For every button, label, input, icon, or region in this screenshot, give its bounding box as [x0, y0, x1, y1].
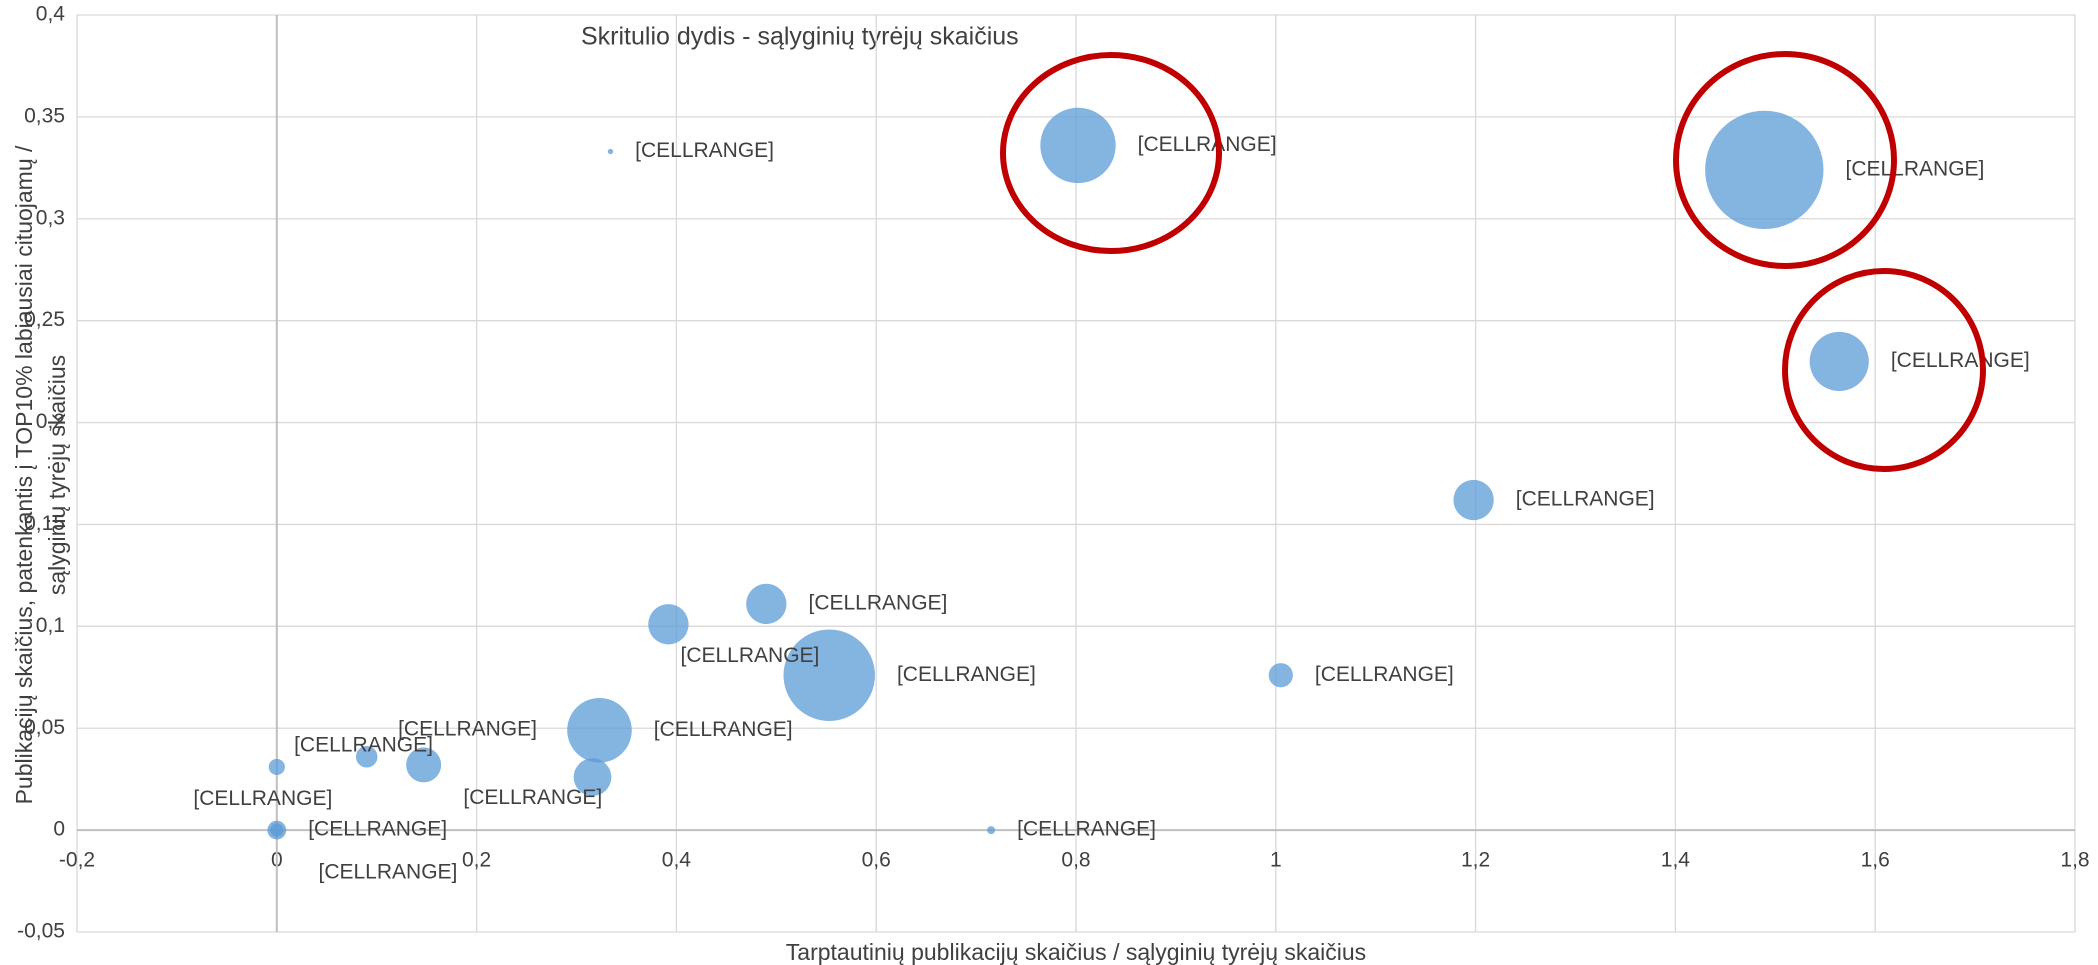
- bubble: [783, 629, 875, 721]
- bubble: [406, 747, 442, 783]
- y-axis-title: sąlyginių tyrėjų skaičius: [44, 355, 70, 595]
- y-tick-label: 0,4: [36, 3, 66, 26]
- bubble: [1268, 663, 1293, 688]
- highlight-circle: [1673, 51, 1897, 269]
- data-label: [CELLRANGE]: [1138, 133, 1277, 156]
- x-tick-label: -0,2: [59, 849, 95, 872]
- annotations: [1000, 51, 1986, 472]
- x-tick-label: 1,6: [1861, 849, 1890, 872]
- data-label: [CELLRANGE]: [398, 717, 537, 740]
- data-label: [CELLRANGE]: [681, 644, 820, 667]
- y-tick-label: 0: [53, 818, 65, 841]
- x-tick-label: 1,4: [1661, 849, 1691, 872]
- y-tick-label: 0,35: [24, 104, 65, 127]
- y-tick-label: 0,05: [24, 716, 65, 739]
- bubble: [1705, 110, 1824, 230]
- y-axis-title: Publikacijų skaičius, patenkantis į TOP1…: [11, 145, 37, 804]
- bubble: [355, 745, 378, 768]
- y-tick-label: 0,3: [36, 206, 65, 229]
- x-tick-label: 1,8: [2060, 849, 2089, 872]
- data-label: [CELLRANGE]: [294, 734, 433, 757]
- x-tick-label: 0,8: [1061, 849, 1090, 872]
- bubble: [268, 758, 285, 776]
- y-tick-label: 0,15: [24, 512, 65, 535]
- bubble: [270, 823, 284, 837]
- data-label: [CELLRANGE]: [318, 861, 457, 884]
- data-label: [CELLRANGE]: [1891, 349, 2030, 372]
- data-label: [CELLRANGE]: [808, 591, 947, 614]
- x-tick-label: 1,2: [1461, 849, 1490, 872]
- data-label: [CELLRANGE]: [463, 786, 602, 809]
- highlight-circle: [1782, 268, 1986, 472]
- x-tick-label: 0,4: [662, 849, 692, 872]
- plot: -0,0500,050,10,150,20,250,30,350,4-0,200…: [17, 3, 2089, 943]
- bubble: [648, 604, 689, 645]
- x-tick-label: 0,6: [862, 849, 891, 872]
- data-label: [CELLRANGE]: [1516, 488, 1655, 511]
- data-label: [CELLRANGE]: [1845, 157, 1984, 180]
- bubble: [1809, 331, 1869, 392]
- data-label: [CELLRANGE]: [1017, 818, 1156, 841]
- y-tick-label: 0,1: [36, 614, 65, 637]
- data-label: [CELLRANGE]: [308, 818, 447, 841]
- bubble: [1453, 479, 1494, 521]
- data-label: [CELLRANGE]: [635, 139, 774, 162]
- data-label: [CELLRANGE]: [897, 663, 1036, 686]
- y-tick-label: 0,2: [36, 410, 65, 433]
- bubble: [567, 697, 632, 763]
- bubble: [746, 583, 787, 625]
- data-label: [CELLRANGE]: [1315, 663, 1454, 686]
- y-tick-label: -0,05: [17, 920, 65, 943]
- bubble: [1040, 107, 1116, 184]
- x-tick-label: 1: [1270, 849, 1282, 872]
- data-label: [CELLRANGE]: [193, 787, 332, 810]
- bubble: [987, 826, 996, 835]
- x-axis-title: Tarptautinių publikacijų skaičius / sąly…: [786, 939, 1366, 965]
- bubble: [607, 148, 614, 155]
- bubble: [573, 758, 612, 796]
- data-label: [CELLRANGE]: [654, 718, 793, 741]
- x-tick-label: 0,2: [462, 849, 491, 872]
- highlight-circle: [1000, 52, 1222, 254]
- chart-title: Skritulio dydis - sąlyginių tyrėjų skaič…: [581, 23, 1019, 51]
- y-tick-label: 0,25: [24, 308, 65, 331]
